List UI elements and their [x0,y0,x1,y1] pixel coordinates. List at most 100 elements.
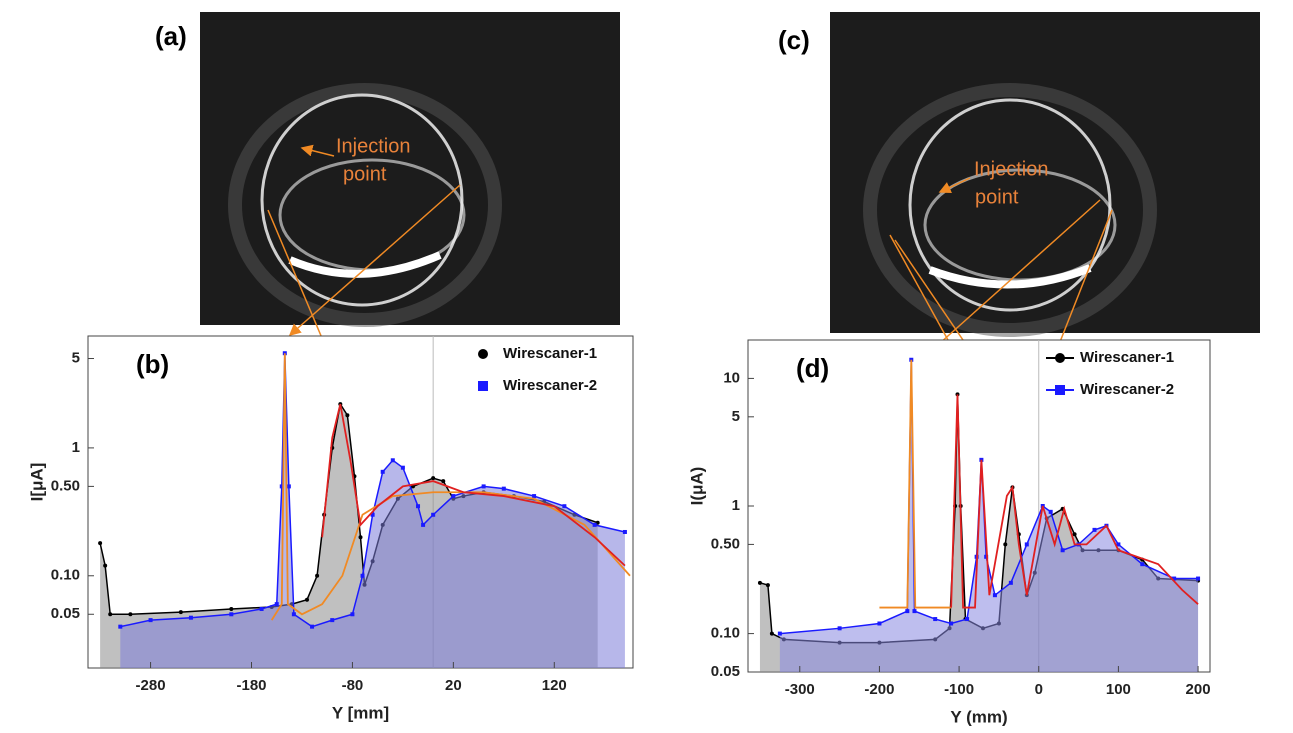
point [148,618,153,623]
point [370,512,375,517]
point [769,631,774,636]
y-tick-label: 0.50 [711,535,740,552]
point [431,512,436,517]
point [315,573,320,578]
point [562,504,567,509]
point [400,465,405,470]
panel-label: (c) [778,25,810,55]
y-tick-label: 0.05 [711,663,740,680]
annotation: Injection [336,135,411,157]
point [103,563,108,568]
fit-line [950,394,1199,609]
x-tick-label: 0 [1035,681,1043,698]
y-tick-label: 10 [723,369,740,386]
panel-label: (d) [796,353,829,383]
x-tick-label: -300 [785,681,815,698]
point [360,573,365,578]
x-tick-label: -80 [342,677,364,694]
point [330,618,335,623]
y-tick-label: 1 [732,497,740,514]
y-tick-label: 1 [72,439,80,456]
point [380,469,385,474]
point [431,476,436,481]
point [532,494,537,499]
point [592,522,597,527]
point [451,494,456,499]
point [984,554,989,559]
arrow [288,184,461,336]
point [229,606,234,611]
x-tick-label: 200 [1186,681,1211,698]
point [837,626,842,631]
plot [98,351,631,668]
arrow [928,199,1101,353]
point [595,520,600,525]
x-tick-label: -200 [864,681,894,698]
point [259,606,264,611]
point [345,413,350,418]
legend-marker [1055,385,1065,395]
y-tick-label: 5 [72,349,80,366]
fit-line [321,403,626,567]
point [98,541,103,546]
annotation: Injection [974,158,1049,180]
point [1196,576,1201,581]
area [120,353,625,668]
point [1116,542,1121,547]
point [1003,542,1008,547]
x-tick-label: -100 [944,681,974,698]
point [441,479,446,484]
point [128,612,133,617]
point [118,624,123,629]
y-tick-label: 5 [732,408,740,425]
point [777,631,782,636]
point [279,484,284,489]
y-tick-label: 0.10 [711,625,740,642]
annotation: point [975,186,1019,208]
legend-marker [478,349,488,359]
point [622,529,627,534]
x-tick-label: -180 [236,677,266,694]
point [912,609,917,614]
point [1092,527,1097,532]
camera-image [200,12,620,327]
x-tick-label: 100 [1106,681,1131,698]
point [291,612,296,617]
point [933,617,938,622]
legend-marker [1055,353,1065,363]
point [350,612,355,617]
point [1172,576,1177,581]
y-tick-label: 0.10 [51,567,80,584]
camera-image [830,12,1260,337]
point [390,458,395,463]
legend-label: Wirescaner-1 [1080,349,1174,366]
point [286,484,291,489]
legend-label: Wirescaner-1 [503,345,597,362]
point [1060,548,1065,553]
x-axis-label: Y [mm] [332,703,389,722]
point [877,621,882,626]
point [1140,562,1145,567]
data-line [120,353,626,628]
point [310,624,315,629]
point [421,522,426,527]
point [757,580,762,585]
point [108,612,113,617]
y-axis-label: I(μA) [687,467,706,506]
fit-line [270,353,631,621]
point [416,504,421,509]
point [949,621,954,626]
point [305,597,310,602]
x-tick-label: -280 [136,677,166,694]
panel-label: (a) [155,21,187,51]
point [481,484,486,489]
x-axis-label: Y (mm) [950,707,1007,726]
point [178,610,183,615]
point [501,486,506,491]
annotation: point [343,163,387,185]
legend-marker [478,381,488,391]
point [1008,580,1013,585]
point [358,535,363,540]
point [1072,532,1077,537]
